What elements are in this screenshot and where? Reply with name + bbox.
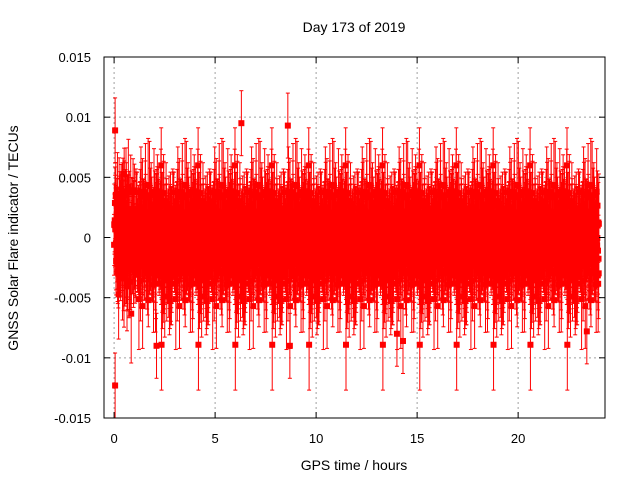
data-point [305,162,312,169]
data-point [176,303,183,310]
data-point [212,204,219,211]
data-point [285,204,292,211]
data-point [198,293,205,300]
data-point [219,297,226,304]
data-point [205,214,212,221]
data-point [247,214,254,221]
data-point [316,214,323,221]
data-point [235,293,242,300]
data-point [292,297,299,304]
data-point [166,298,173,305]
data-point [182,297,189,304]
data-point [139,303,146,310]
data-point [163,275,170,282]
data-point [314,298,321,305]
data-point [151,188,158,195]
data-point [213,303,220,310]
data-point [195,162,202,169]
series-solar-flare-indicator [111,90,602,419]
data-point [187,188,194,195]
data-point [268,162,275,169]
data-point [277,298,284,305]
data-point [219,270,226,277]
data-point [269,341,276,348]
data-point [175,204,182,211]
data-point [211,214,218,221]
data-point [200,275,207,282]
data-point [293,270,300,277]
data-point [242,214,249,221]
data-point [128,310,135,317]
data-point [240,298,247,305]
data-point [306,341,313,348]
data-point [295,192,302,199]
data-point [298,188,305,195]
data-point [146,270,153,277]
data-point [185,192,192,199]
data-point [168,214,175,221]
data-point [237,275,244,282]
data-point [197,190,204,197]
data-point [279,214,286,221]
data-point [274,275,281,282]
data-series [111,90,602,419]
data-point [203,298,210,305]
data-point [160,190,167,197]
data-point [232,341,239,348]
data-point [174,214,181,221]
data-point [231,162,238,169]
data-point [183,270,190,277]
data-point [308,190,315,197]
data-point [112,191,119,198]
data-point [113,198,120,205]
data-point [138,204,145,211]
data-point [256,270,263,277]
data-point [258,192,265,199]
data-point [221,192,228,199]
data-point [158,162,165,169]
data-point [234,190,241,197]
data-point [287,303,294,310]
data-point [195,341,202,348]
data-point [309,293,316,300]
data-point [120,275,127,282]
data-point [116,190,123,197]
data-point [123,188,130,195]
data-point [248,204,255,211]
data-point [145,297,152,304]
data-point [120,207,127,214]
data-point [284,214,291,221]
data-point [224,188,231,195]
data-point [255,297,262,304]
data-point [148,192,155,199]
data-point [158,341,165,348]
data-point [137,214,144,221]
data-point [272,293,279,300]
data-point [250,303,257,310]
data-point [311,275,318,282]
data-point [271,190,278,197]
data-point [261,188,268,195]
data-point [161,293,168,300]
